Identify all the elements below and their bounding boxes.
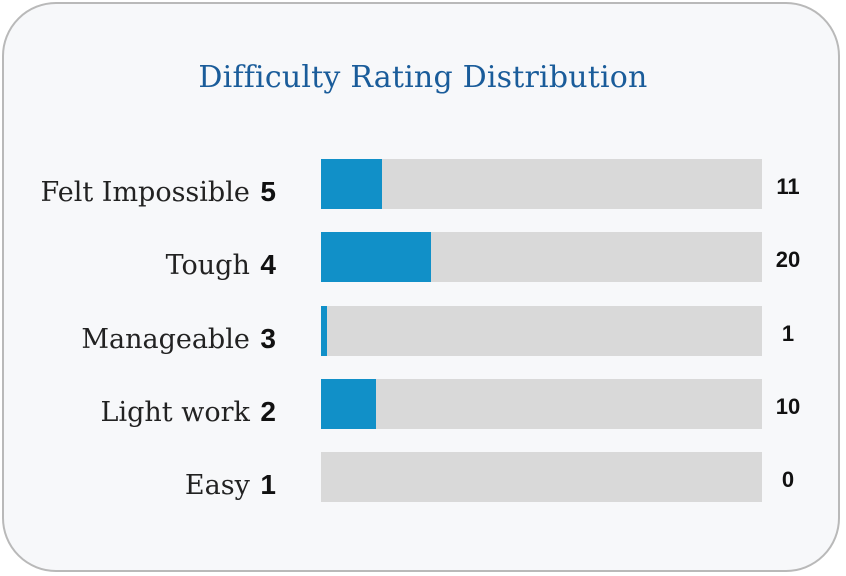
category-name: Light work	[100, 397, 259, 428]
bar	[321, 379, 377, 429]
bar	[321, 306, 327, 356]
bar-track	[321, 306, 762, 356]
data-label: 20	[775, 247, 801, 272]
category-rank: 5	[260, 176, 276, 207]
data-label: 10	[775, 394, 801, 419]
bar-track	[321, 452, 762, 502]
category-rank: 1	[260, 469, 276, 500]
bar-track	[321, 159, 762, 209]
data-label: 11	[776, 174, 800, 199]
bar	[321, 159, 382, 209]
bar	[321, 232, 432, 282]
category-label: Light work 2	[101, 387, 276, 437]
category-name: Easy	[184, 470, 259, 501]
category-rank: 2	[260, 396, 276, 427]
category-name: Manageable	[81, 324, 259, 355]
category-label: Tough 4	[166, 240, 276, 290]
category-rank: 3	[260, 323, 276, 354]
category-label: Easy 1	[185, 460, 276, 510]
chart-title: Difficulty Rating Distribution	[198, 60, 648, 95]
data-label: 1	[781, 321, 795, 346]
data-label: 0	[781, 467, 795, 492]
category-name: Tough	[165, 250, 259, 281]
category-rank: 4	[260, 249, 276, 280]
category-label: Manageable 3	[81, 314, 276, 364]
bar-track	[321, 232, 762, 282]
category-label: Felt Impossible 5	[40, 167, 276, 217]
bar-track	[321, 379, 762, 429]
category-name: Felt Impossible	[40, 177, 259, 208]
